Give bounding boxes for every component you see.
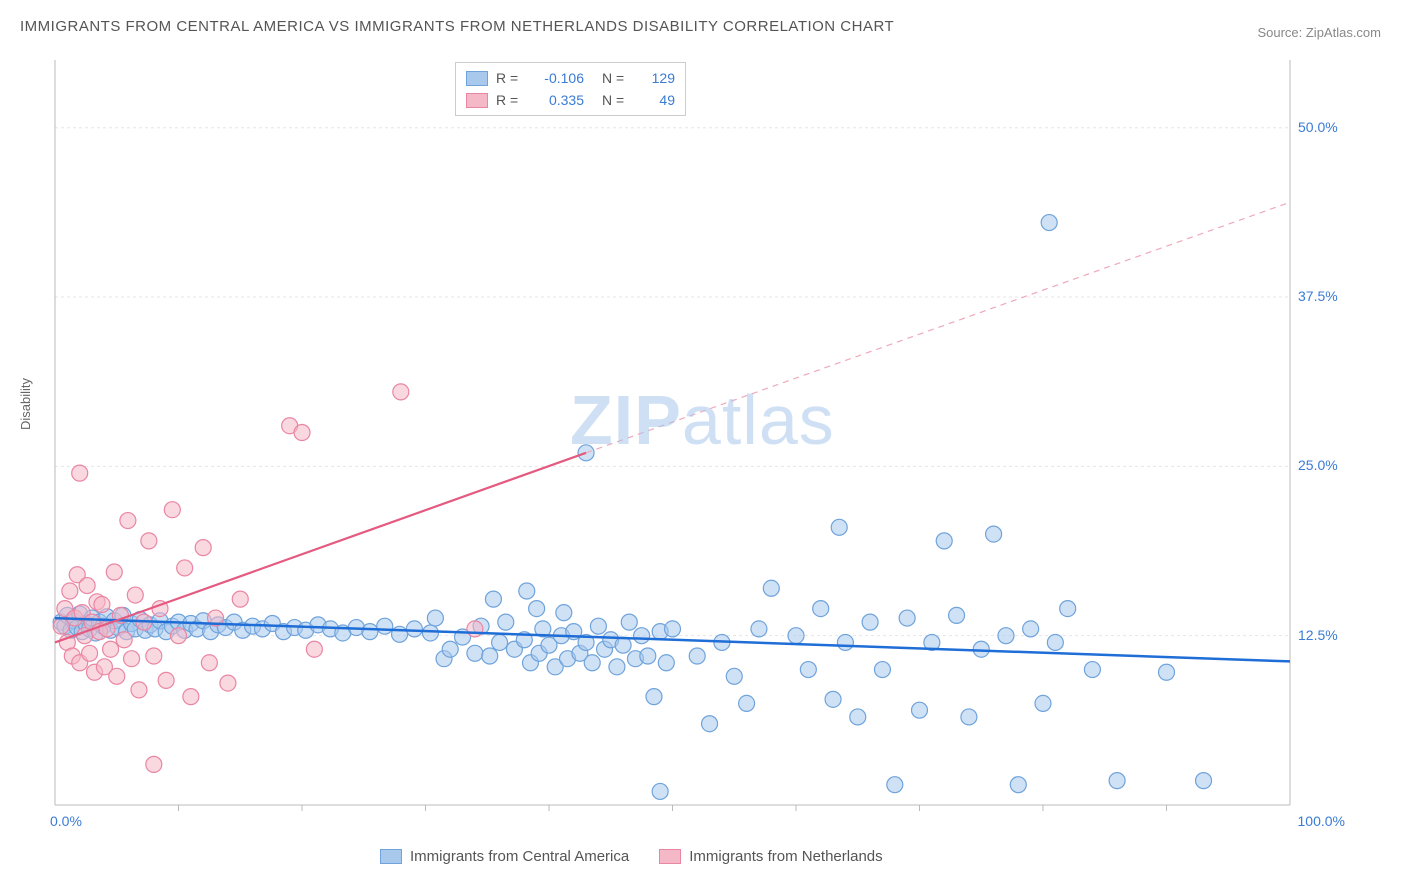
y-tick-label: 50.0% (1298, 119, 1338, 135)
legend-swatch (466, 93, 488, 108)
x-tick-label: 100.0% (1298, 813, 1345, 829)
legend-swatch (380, 849, 402, 864)
x-tick-label: 0.0% (50, 813, 82, 829)
legend-stat-row: R = 0.335 N = 49 (466, 89, 675, 111)
stat-r-label: R = (496, 70, 526, 86)
legend-swatch (466, 71, 488, 86)
legend-series-label: Immigrants from Central America (410, 848, 629, 865)
stat-n-label: N = (602, 92, 632, 108)
chart-title: IMMIGRANTS FROM CENTRAL AMERICA VS IMMIG… (20, 18, 894, 35)
legend-swatch (659, 849, 681, 864)
source-attribution: Source: ZipAtlas.com (1257, 25, 1381, 40)
source-prefix: Source: (1257, 25, 1305, 40)
source-link[interactable]: ZipAtlas.com (1306, 25, 1381, 40)
legend-series-label: Immigrants from Netherlands (689, 848, 882, 865)
stat-n-value: 129 (640, 70, 675, 86)
stat-n-value: 49 (640, 92, 675, 108)
legend-series-item: Immigrants from Netherlands (659, 848, 882, 865)
legend-stat-row: R = -0.106 N = 129 (466, 67, 675, 89)
y-tick-label: 12.5% (1298, 627, 1338, 643)
y-tick-label: 25.0% (1298, 457, 1338, 473)
stat-n-label: N = (602, 70, 632, 86)
stat-r-value: -0.106 (534, 70, 584, 86)
legend-series-item: Immigrants from Central America (380, 848, 629, 865)
series-legend: Immigrants from Central America Immigrant… (380, 848, 883, 865)
scatter-chart (50, 55, 1350, 835)
correlation-legend: R = -0.106 N = 129 R = 0.335 N = 49 (455, 62, 686, 116)
y-tick-label: 37.5% (1298, 288, 1338, 304)
stat-r-label: R = (496, 92, 526, 108)
stat-r-value: 0.335 (534, 92, 584, 108)
y-axis-label: Disability (18, 378, 33, 430)
